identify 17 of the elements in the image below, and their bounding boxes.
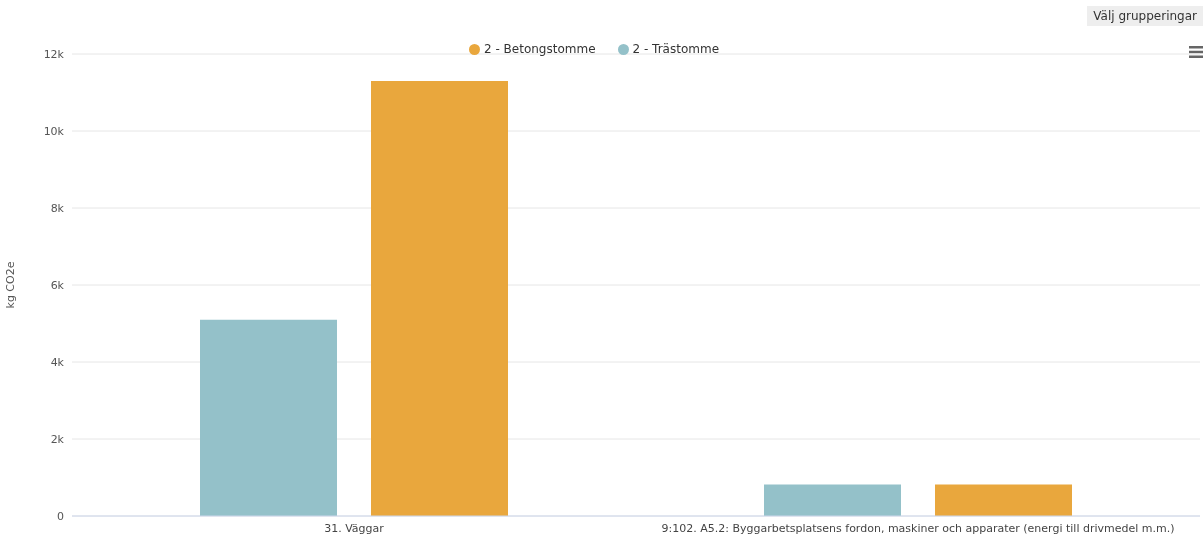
legend-label: 2 - Trästomme	[632, 42, 720, 56]
bar	[371, 80, 508, 516]
y-axis-title: kg CO2e	[3, 261, 17, 309]
bar	[200, 319, 337, 516]
bar	[935, 484, 1072, 516]
y-tick-label: 10k	[43, 124, 65, 138]
y-tick-label: 4k	[50, 355, 65, 369]
y-tick-label: 12k	[43, 47, 65, 61]
x-tick-label: 9:102. A5.2: Byggarbetsplatsens fordon, maskiner och apparater (energi till drivmedel m.m.)	[661, 521, 1175, 535]
y-tick-label: 6k	[50, 278, 65, 292]
y-tick-label: 2k	[50, 432, 65, 446]
x-tick-label: 31. Väggar	[324, 521, 385, 535]
bar	[764, 484, 901, 516]
y-tick-label: 8k	[50, 201, 65, 215]
text: Välj grupperingar	[1087, 6, 1203, 26]
legend-label: 2 - Betongstomme	[483, 42, 596, 56]
y-tick-label: 0	[57, 509, 64, 523]
